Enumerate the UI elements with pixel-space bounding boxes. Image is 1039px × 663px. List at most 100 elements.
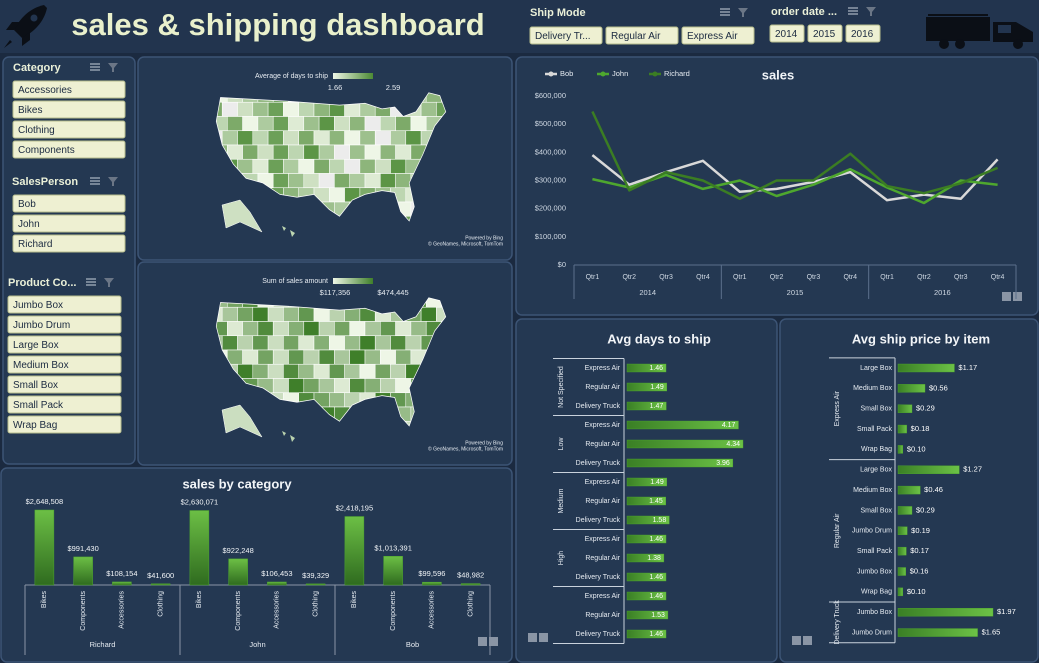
slicer-button-label[interactable]: Accessories [18, 85, 72, 96]
slicer-button-bg[interactable] [7, 295, 122, 314]
slicer-button-label[interactable]: Delivery Tr... [535, 31, 591, 42]
map-region [242, 349, 259, 365]
slicer-button[interactable]: Components [12, 140, 126, 159]
slicer-button-label[interactable]: Express Air [687, 31, 738, 42]
slicer-button[interactable]: John [12, 214, 126, 233]
map-region [364, 378, 381, 394]
value-label: $0.19 [911, 526, 930, 535]
map-region [227, 116, 243, 132]
slicer-button-bg[interactable] [12, 120, 126, 139]
y-tick-label: Express Air [585, 479, 621, 486]
y-tick-label: Jumbo Box [857, 609, 893, 616]
slicer-button[interactable]: Small Pack [7, 395, 122, 414]
slicer-button-bg[interactable] [7, 395, 122, 414]
slicer-button-bg[interactable] [681, 26, 755, 45]
slicer-button[interactable]: Regular Air [605, 26, 679, 45]
slicer-button-bg[interactable] [7, 315, 122, 334]
slicer-button-label[interactable]: Components [18, 145, 75, 156]
slicer-button-bg[interactable] [12, 214, 126, 233]
slicer-button-bg[interactable] [845, 24, 881, 43]
map-region [364, 321, 381, 337]
map-region [318, 173, 335, 189]
slicer-button-label[interactable]: Richard [18, 239, 52, 250]
map-region [267, 158, 284, 174]
slicer-button[interactable]: 2015 [807, 24, 843, 43]
bar [305, 583, 326, 586]
slicer-button-bg[interactable] [807, 24, 843, 43]
slicer-button-bg[interactable] [12, 234, 126, 253]
slicer-button-bg[interactable] [605, 26, 679, 45]
map-region [252, 306, 269, 322]
x-tick-label: Clothing [312, 591, 319, 617]
slicer-button[interactable]: Richard [12, 234, 126, 253]
slicer-button[interactable]: Small Box [7, 375, 122, 394]
chart-panel [515, 318, 778, 663]
map-region [298, 130, 315, 146]
slicer-button-label[interactable]: Regular Air [611, 31, 661, 42]
map-region [410, 321, 427, 337]
slicer-button[interactable]: Delivery Tr... [529, 26, 603, 45]
slicer-button-label[interactable]: Wrap Bag [13, 420, 57, 431]
slicer-button[interactable]: Accessories [12, 80, 126, 99]
x-tick-label: Clothing [157, 591, 164, 617]
slicer-button[interactable]: 2014 [769, 24, 805, 43]
map-region [288, 173, 305, 189]
value-label: $1.97 [997, 607, 1016, 616]
slicer-button[interactable]: Jumbo Drum [7, 315, 122, 334]
slicer-button[interactable]: Bob [12, 194, 126, 213]
slicer-button-bg[interactable] [7, 355, 122, 374]
slicer-button-label[interactable]: Large Box [13, 340, 59, 351]
slicer-button[interactable]: Clothing [12, 120, 126, 139]
value-label: 1.46 [649, 593, 663, 600]
map-region [252, 130, 269, 146]
slicer-button-bg[interactable] [12, 80, 126, 99]
slicer-button[interactable]: Express Air [681, 26, 755, 45]
map-region [237, 335, 254, 351]
slicer-button-label[interactable]: 2014 [775, 29, 798, 40]
map-region [283, 101, 299, 117]
slicer-button-label[interactable]: John [18, 219, 40, 230]
map-region [395, 144, 412, 160]
map-region [329, 392, 345, 408]
slicer-button-bg[interactable] [529, 26, 603, 45]
slicer-button-label[interactable]: Bikes [18, 105, 42, 116]
x-tick-label: Components [80, 591, 87, 631]
slicer-button-bg[interactable] [12, 194, 126, 213]
slicer-button-bg[interactable] [12, 140, 126, 159]
slicer-button-label[interactable]: Jumbo Box [13, 300, 63, 311]
slicer-icon [720, 8, 748, 17]
slicer-button-label[interactable]: Jumbo Drum [13, 320, 70, 331]
slicer-button-label[interactable]: 2015 [813, 29, 836, 40]
slicer-button[interactable]: Wrap Bag [7, 415, 122, 434]
slicer-button-bg[interactable] [7, 415, 122, 434]
slicer-title: SalesPerson [12, 176, 78, 188]
slicer-button-bg[interactable] [7, 335, 122, 354]
slicer-button-label[interactable]: Medium Box [13, 360, 69, 371]
slicer-button-label[interactable]: Clothing [18, 125, 55, 136]
slicer-button-label[interactable]: Bob [18, 199, 36, 210]
slicer-button[interactable]: Medium Box [7, 355, 122, 374]
slicer-button-label[interactable]: Small Box [13, 380, 58, 391]
map-legend-min: 1.66 [328, 83, 343, 92]
slicer-button-bg[interactable] [769, 24, 805, 43]
map-region [221, 335, 238, 351]
map-region [349, 173, 366, 189]
slicer-button[interactable]: 2016 [845, 24, 881, 43]
map-region [364, 116, 381, 132]
bar [626, 572, 667, 582]
value-label: $41,600 [147, 571, 174, 580]
slicer-button-bg[interactable] [12, 100, 126, 119]
slicer-button[interactable]: Bikes [12, 100, 126, 119]
map-region [395, 349, 412, 365]
map-region [334, 173, 350, 189]
slicer-button-label[interactable]: 2016 [851, 29, 874, 40]
bar [897, 567, 906, 576]
slicer-button-label[interactable]: Small Pack [13, 400, 64, 411]
slicer-button[interactable]: Jumbo Box [7, 295, 122, 314]
slicer-button-bg[interactable] [7, 375, 122, 394]
map-legend-bar [333, 73, 373, 79]
x-tick-label: Qtr4 [696, 274, 710, 281]
slicer-button[interactable]: Large Box [7, 335, 122, 354]
y-tick-label: $400,000 [535, 147, 566, 156]
map-region [252, 335, 269, 351]
